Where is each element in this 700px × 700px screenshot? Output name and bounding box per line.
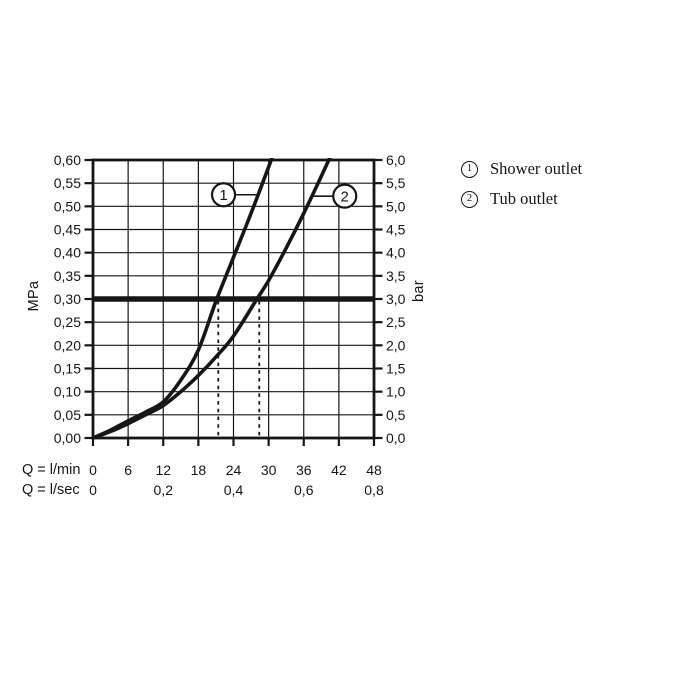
- callout-number: 2: [341, 188, 349, 205]
- y-tick-label-mpa: 0,20: [54, 337, 81, 353]
- y-tick-label-bar: 3,0: [386, 291, 406, 307]
- y-axis-label-left: MPa: [26, 280, 42, 312]
- legend: 1 Shower outlet 2 Tub outlet: [461, 159, 582, 219]
- callout-circle: [332, 183, 358, 209]
- y-tick-label-bar: 5,0: [386, 198, 406, 214]
- flow-pressure-chart: 0,60 6,00,55 5,50,50 5,00,45 4,50,40 4,00,35 3…: [54, 152, 406, 498]
- y-tick-label-bar: 4,5: [386, 222, 406, 238]
- callout-circle: [210, 182, 237, 208]
- legend-item-tub-outlet: 2 Tub outlet: [461, 189, 582, 209]
- legend-label-shower-outlet: Shower outlet: [490, 159, 583, 178]
- y-tick-label-mpa: 0,60: [54, 152, 81, 168]
- legend-label-tub-outlet: Tub outlet: [490, 189, 558, 208]
- x-tick-label-lmin: 6: [124, 462, 132, 478]
- y-tick-label-bar: 1,5: [386, 361, 406, 377]
- x-axis-unit-lsec: Q = l/sec: [22, 482, 80, 498]
- y-tick-label-mpa: 0,50: [54, 198, 81, 214]
- y-tick-label-mpa: 0,55: [54, 175, 81, 191]
- x-tick-label-lsec: 0,8: [364, 482, 384, 498]
- x-tick-label-lmin: 36: [296, 462, 312, 478]
- y-tick-label-bar: 0,0: [386, 430, 406, 446]
- y-tick-label-mpa: 0,25: [54, 314, 81, 330]
- y-tick-label-mpa: 0,45: [54, 222, 81, 238]
- y-tick-label-bar: 2,5: [386, 314, 406, 330]
- callout-number: 1: [219, 187, 227, 204]
- y-tick-label-bar: 6,0: [386, 152, 406, 168]
- y-tick-label-mpa: 0,05: [54, 407, 81, 423]
- y-tick-label-mpa: 0,30: [54, 291, 81, 307]
- y-tick-label-mpa: 0,00: [54, 430, 81, 446]
- x-tick-label-lmin: 30: [261, 462, 277, 478]
- y-tick-label-bar: 3,5: [386, 268, 406, 284]
- curve-tub-outlet: [91, 158, 332, 440]
- x-tick-label-lsec: 0,2: [154, 482, 174, 498]
- y-tick-label-mpa: 0,35: [54, 268, 81, 284]
- y-tick-label-bar: 2,0: [386, 337, 406, 353]
- y-tick-label-bar: 4,0: [386, 245, 406, 261]
- x-tick-label-lmin: 18: [191, 462, 207, 478]
- x-tick-label-lsec: 0,6: [294, 482, 314, 498]
- y-tick-label-bar: 5,5: [386, 175, 406, 191]
- y-tick-label-bar: 1,0: [386, 384, 406, 400]
- y-axis-label-right: bar: [411, 280, 427, 302]
- x-axis-unit-lmin: Q = l/min: [22, 462, 81, 478]
- legend-circled-number-1-icon: 1: [461, 160, 478, 178]
- x-tick-label-lmin: 48: [366, 462, 382, 478]
- x-tick-label-lsec: 0,4: [224, 482, 244, 498]
- legend-item-shower-outlet: 1 Shower outlet: [461, 159, 582, 179]
- y-tick-label-bar: 0,5: [386, 407, 406, 423]
- x-tick-label-lmin: 12: [155, 462, 171, 478]
- y-tick-label-mpa: 0,15: [54, 361, 81, 377]
- x-tick-label-lmin: 42: [331, 462, 347, 478]
- y-tick-label-mpa: 0,40: [54, 245, 81, 261]
- x-tick-label-lsec: 0: [89, 482, 97, 498]
- y-tick-label-mpa: 0,10: [54, 384, 81, 400]
- x-tick-label-lmin: 24: [226, 462, 242, 478]
- legend-circled-number-2-icon: 2: [461, 190, 478, 208]
- curve-shower-outlet: [91, 158, 274, 440]
- x-tick-label-lmin: 0: [89, 462, 97, 478]
